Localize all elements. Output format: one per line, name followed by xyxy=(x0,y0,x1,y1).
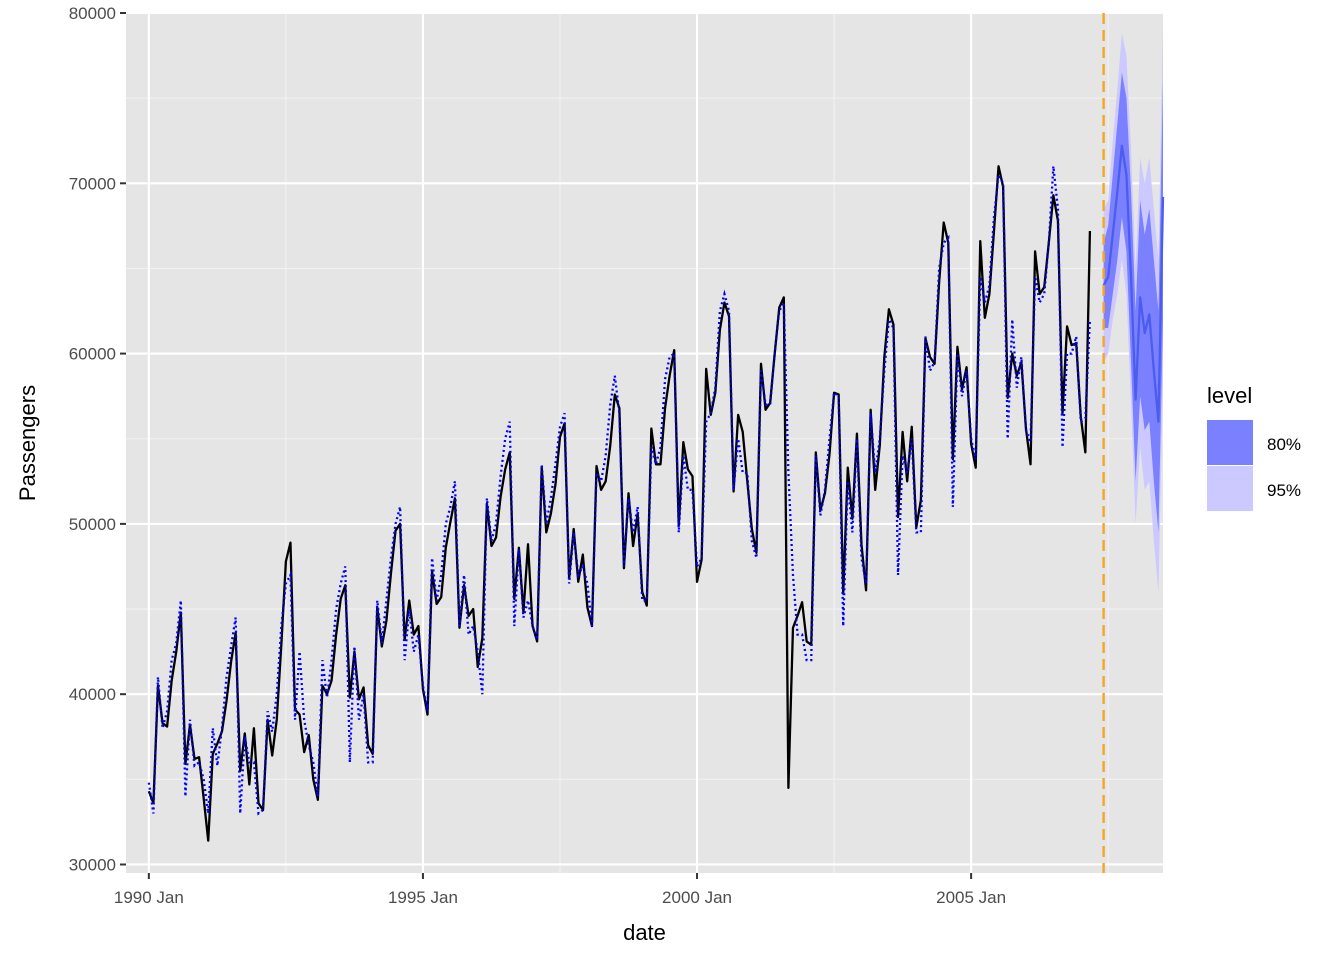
x-tick-label: 1995 Jan xyxy=(388,888,458,907)
legend-title: level xyxy=(1207,383,1252,408)
x-tick-label: 2005 Jan xyxy=(936,888,1006,907)
x-tick-label: 2000 Jan xyxy=(662,888,732,907)
minor-gridlines xyxy=(126,13,1163,873)
legend-label-95: 95% xyxy=(1267,481,1301,500)
y-tick-label: 30000 xyxy=(69,855,116,874)
y-tick-label: 70000 xyxy=(69,174,116,193)
legend-label-80: 80% xyxy=(1267,435,1301,454)
x-axis-title: date xyxy=(623,920,666,945)
legend: level 80% 95% xyxy=(1207,383,1301,511)
y-tick-label: 60000 xyxy=(69,345,116,364)
axes: 1990 Jan 1995 Jan 2000 Jan 2005 Jan 30000 400… xyxy=(69,4,1006,907)
series-line-fitted xyxy=(147,166,1092,816)
legend-swatch-80 xyxy=(1207,420,1253,465)
x-tick-label: 1990 Jan xyxy=(114,888,184,907)
y-tick-label: 50000 xyxy=(69,515,116,534)
series-line-actual xyxy=(147,165,1092,842)
y-tick-label: 80000 xyxy=(69,4,116,23)
y-tick-label: 40000 xyxy=(69,685,116,704)
legend-swatch-95 xyxy=(1207,466,1253,511)
series-line-forecast_mean xyxy=(1102,144,1165,423)
panel-background xyxy=(126,13,1163,873)
y-axis-title: Passengers xyxy=(15,385,40,501)
series-lines xyxy=(147,13,1165,873)
